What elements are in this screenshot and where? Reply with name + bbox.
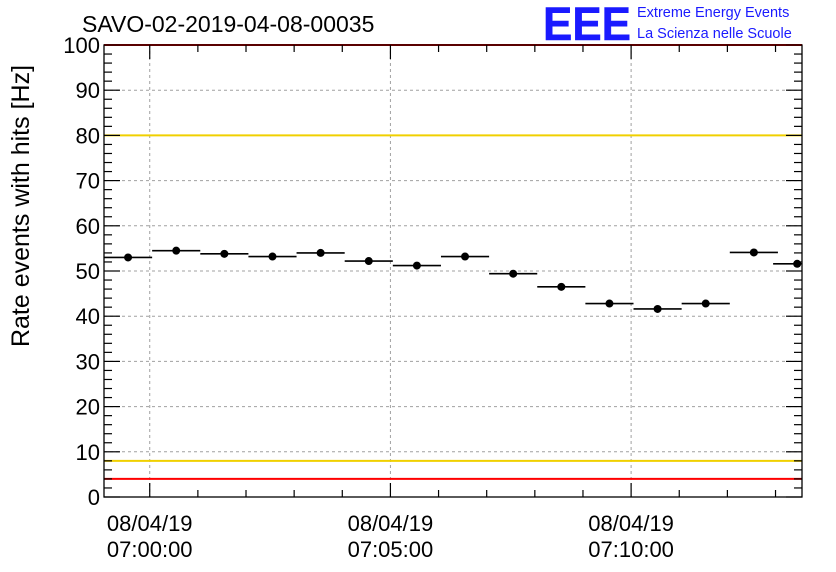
data-point xyxy=(701,299,710,308)
logo-line-2: La Scienza nelle Scuole xyxy=(637,26,792,42)
eee-logo: EEE Extreme Energy Events La Scienza nel… xyxy=(543,0,792,50)
data-point xyxy=(364,257,373,266)
y-tick-label: 100 xyxy=(63,33,100,58)
y-tick-label: 90 xyxy=(76,78,100,103)
y-tick-label: 50 xyxy=(76,259,100,284)
x-tick-label-time: 07:05:00 xyxy=(348,537,434,562)
y-tick-label: 80 xyxy=(76,123,100,148)
data-point xyxy=(509,269,518,278)
data-point xyxy=(412,261,421,270)
grid xyxy=(104,45,802,497)
x-tick-label-date: 08/04/19 xyxy=(588,511,674,536)
y-tick-label: 70 xyxy=(76,169,100,194)
data-point xyxy=(172,246,181,255)
data-point xyxy=(220,249,229,258)
data-point xyxy=(749,248,758,257)
axes xyxy=(103,44,803,498)
data-point xyxy=(653,304,662,313)
data-point xyxy=(605,299,614,308)
tick-labels: 010203040506070809010008/04/1907:00:0008… xyxy=(63,33,674,562)
chart-title: SAVO-02-2019-04-08-00035 xyxy=(82,11,374,37)
data-point xyxy=(124,253,133,262)
data-point xyxy=(461,252,470,261)
data-point xyxy=(268,252,277,261)
x-tick-label-time: 07:00:00 xyxy=(107,537,193,562)
y-axis-label: Rate events with hits [Hz] xyxy=(7,65,35,347)
y-tick-label: 60 xyxy=(76,214,100,239)
y-tick-label: 40 xyxy=(76,304,100,329)
x-tick-label-time: 07:10:00 xyxy=(588,537,674,562)
logo-line-1: Extreme Energy Events xyxy=(637,5,789,21)
x-tick-label-date: 08/04/19 xyxy=(107,511,193,536)
y-tick-label: 10 xyxy=(76,440,100,465)
data-point xyxy=(793,259,802,268)
eee-logo-letters: EEE xyxy=(543,0,631,50)
y-tick-label: 20 xyxy=(76,395,100,420)
x-tick-label-date: 08/04/19 xyxy=(348,511,434,536)
data-points xyxy=(104,246,802,313)
data-point xyxy=(557,282,566,291)
y-tick-label: 0 xyxy=(88,485,100,510)
data-point xyxy=(316,248,325,257)
reference-lines xyxy=(104,44,802,480)
y-tick-label: 30 xyxy=(76,349,100,374)
